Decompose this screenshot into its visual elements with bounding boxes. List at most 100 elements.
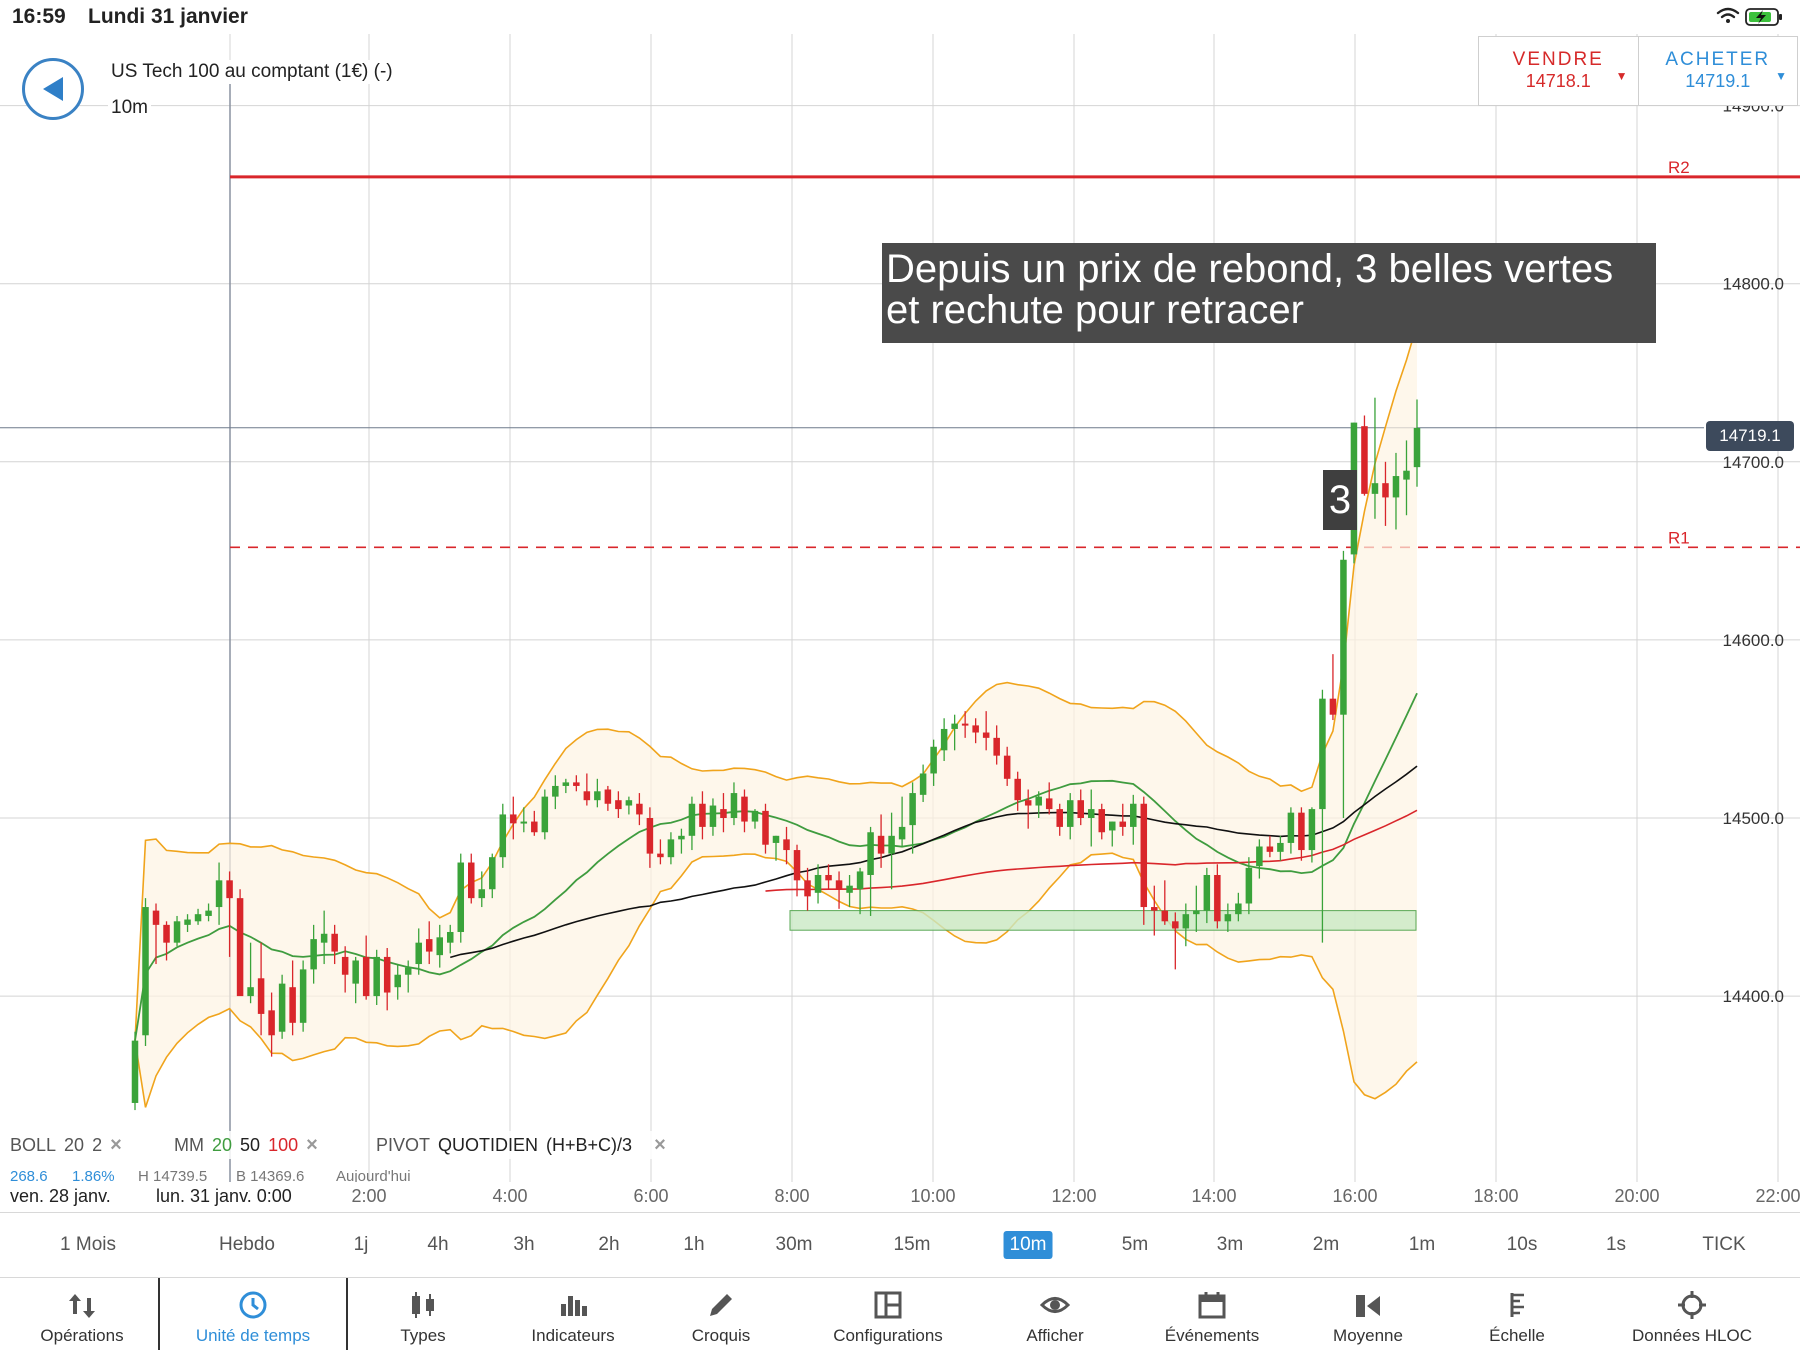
toolbar-donnees-hloc[interactable]: Données HLOC (1617, 1278, 1767, 1350)
bollinger-upper (134, 324, 1418, 1041)
pivot-legend[interactable]: PIVOT QUOTIDIEN (H+B+C)/3 × (376, 1131, 674, 1159)
candle-body (646, 818, 654, 854)
timeframe-30m[interactable]: 30m (775, 1234, 813, 1255)
timeframe-1j[interactable]: 1j (353, 1234, 369, 1255)
candle-body (825, 874, 832, 881)
annotation-line-2: et rechute pour retracer (886, 288, 1304, 332)
candle-body (888, 835, 895, 854)
timeframe-1-mois[interactable]: 1 Mois (60, 1234, 116, 1255)
candle-body (184, 919, 191, 925)
price-chart[interactable]: R2R114900.014800.014700.014600.014500.01… (0, 34, 1800, 1182)
candle-body (1182, 914, 1190, 929)
candle-body (657, 853, 664, 858)
candle-body (1056, 809, 1063, 827)
pencil-icon (710, 1294, 732, 1316)
bottom-toolbar: Opérations Unité de temps Types Indicateurs… (0, 1278, 1800, 1350)
boll-period: 20 (64, 1134, 85, 1155)
average-icon (1356, 1295, 1380, 1317)
boll-close-icon[interactable]: × (110, 1133, 122, 1156)
timeframe-hebdo[interactable]: Hebdo (219, 1234, 275, 1255)
candle-body (1172, 921, 1179, 929)
timeframe-1m[interactable]: 1m (1408, 1234, 1436, 1255)
sell-caret-icon: ▼ (1615, 69, 1628, 83)
annotation-marker[interactable]: 3 (1323, 470, 1357, 530)
candle-body (226, 880, 233, 899)
toolbar-unite-de-temps[interactable]: Unité de temps (178, 1278, 328, 1350)
toolbar-afficher[interactable]: Afficher (980, 1278, 1130, 1350)
ma-close-icon[interactable]: × (306, 1133, 318, 1156)
timeframe-tick[interactable]: TICK (1702, 1234, 1746, 1255)
candle-body (415, 942, 422, 965)
toolbar-evenements[interactable]: Événements (1137, 1278, 1287, 1350)
candle-body (667, 839, 675, 858)
boll-percent: 1.86% (72, 1168, 115, 1182)
eye-icon (1040, 1297, 1070, 1313)
timeframe-5m[interactable]: 5m (1121, 1234, 1149, 1255)
bollinger-band-fill (135, 324, 1417, 1108)
status-icons (1716, 6, 1786, 33)
candle-body (1361, 426, 1368, 494)
pivot-close-icon[interactable]: × (654, 1133, 666, 1156)
candle-body (531, 821, 538, 833)
ma-legend[interactable]: MM 20 50 100 × (174, 1131, 326, 1159)
boll-legend[interactable]: BOLL 20 2 × (10, 1131, 130, 1159)
toolbar-moyenne[interactable]: Moyenne (1293, 1278, 1443, 1350)
timeframe-2h[interactable]: 2h (598, 1234, 620, 1255)
candle-body (982, 732, 990, 738)
candle-body (457, 862, 465, 932)
candle-body (478, 889, 486, 899)
buy-button[interactable]: ACHETER 14719.1 ▼ (1637, 37, 1798, 105)
toolbar-label: Données HLOC (1631, 1326, 1752, 1345)
candle-body (898, 826, 906, 840)
time-tick: 16:00 (1332, 1186, 1378, 1206)
candle-body (362, 956, 370, 997)
candle-body (1109, 821, 1116, 831)
candle-body (1130, 803, 1137, 827)
timeframe-10m[interactable]: 10m (1003, 1231, 1053, 1259)
ma-name: MM (174, 1134, 204, 1155)
toolbar-operations[interactable]: Opérations (7, 1278, 157, 1350)
candle-body (709, 805, 717, 827)
candle-body (278, 983, 286, 1032)
toolbar-label: Échelle (1489, 1326, 1545, 1345)
buy-caret-icon: ▼ (1775, 69, 1787, 83)
time-tick: 2:00 (351, 1186, 387, 1206)
time-tick: 18:00 (1473, 1186, 1519, 1206)
sell-button[interactable]: VENDRE 14718.1 ▼ (1479, 37, 1638, 105)
instrument-name[interactable]: US Tech 100 au comptant (1€) (-) (108, 60, 396, 84)
candle-body (1161, 910, 1169, 922)
ma100-line (765, 809, 1418, 892)
timeframe-label: 10m (108, 96, 151, 120)
timeframe-1s[interactable]: 1s (1605, 1234, 1627, 1255)
toolbar-types[interactable]: Types (348, 1278, 498, 1350)
candle-body (699, 803, 706, 827)
timeframe-4h[interactable]: 4h (427, 1234, 449, 1255)
candle-body (520, 821, 528, 824)
annotation-line-1: Depuis un prix de rebond, 3 belles verte… (886, 247, 1614, 291)
toolbar-echelle[interactable]: Échelle (1442, 1278, 1592, 1350)
toolbar-croquis[interactable]: Croquis (646, 1278, 796, 1350)
back-button[interactable] (22, 58, 84, 120)
toolbar-label: Indicateurs (531, 1326, 615, 1345)
candle-body (352, 960, 359, 984)
candle-body (783, 839, 790, 851)
toolbar-configurations[interactable]: Configurations (813, 1278, 963, 1350)
toolbar-indicateurs[interactable]: Indicateurs (498, 1278, 648, 1350)
timeframe-10s[interactable]: 10s (1506, 1234, 1538, 1255)
chart-annotation[interactable]: Depuis un prix de rebond, 3 belles verte… (882, 243, 1656, 343)
toolbar-label: Moyenne (1333, 1326, 1403, 1345)
candle-body (373, 956, 380, 997)
candles-icon (412, 1292, 434, 1318)
candle-body (1077, 800, 1084, 818)
candle-body (730, 793, 738, 818)
candle-body (930, 746, 937, 774)
timeframe-2m[interactable]: 2m (1312, 1234, 1340, 1255)
time-tick: 10:00 (910, 1186, 956, 1206)
candle-body (1119, 821, 1127, 827)
timeframe-3m[interactable]: 3m (1216, 1234, 1244, 1255)
candle-body (846, 885, 853, 893)
timeframe-15m[interactable]: 15m (893, 1234, 931, 1255)
buy-label: ACHETER (1665, 49, 1771, 70)
timeframe-3h[interactable]: 3h (513, 1234, 535, 1255)
timeframe-1h[interactable]: 1h (683, 1234, 705, 1255)
